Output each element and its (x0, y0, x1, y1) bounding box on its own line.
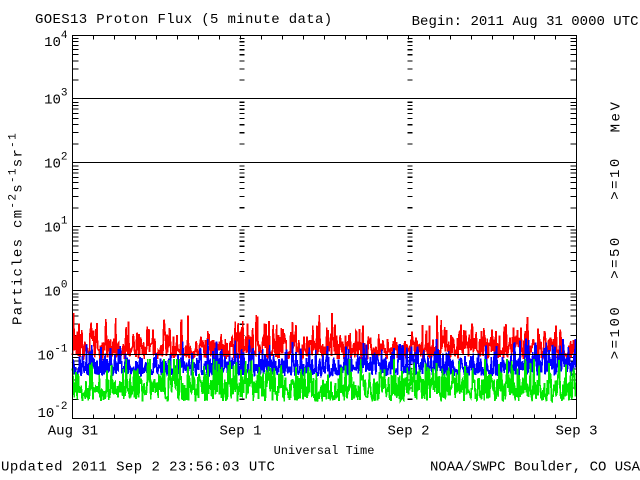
svg-text:Sep 1: Sep 1 (219, 424, 261, 440)
svg-text:Updated 2011 Sep 2 23:56:03 U: Updated 2011 Sep 2 23:56:03 UTC (1, 460, 275, 476)
svg-text:>=10: >=10 (608, 156, 624, 200)
svg-text:Sep 2: Sep 2 (387, 424, 429, 440)
svg-text:GOES13 Proton Flux (5 minute d: GOES13 Proton Flux (5 minute data) (35, 12, 333, 28)
svg-text:Particles cm-2s-1sr-1: Particles cm-2s-1sr-1 (8, 132, 27, 325)
svg-text:MeV: MeV (609, 100, 625, 133)
svg-text:Aug 31: Aug 31 (48, 424, 98, 440)
svg-text:NOAA/SWPC Boulder, CO USA: NOAA/SWPC Boulder, CO USA (430, 460, 640, 476)
svg-text:Begin: 2011 Aug 31 0000 UTC: Begin: 2011 Aug 31 0000 UTC (412, 14, 639, 30)
svg-text:>=50: >=50 (608, 235, 624, 279)
svg-text:>=100: >=100 (608, 305, 624, 360)
svg-text:Sep 3: Sep 3 (555, 424, 597, 440)
svg-text:Universal Time: Universal Time (274, 444, 375, 458)
